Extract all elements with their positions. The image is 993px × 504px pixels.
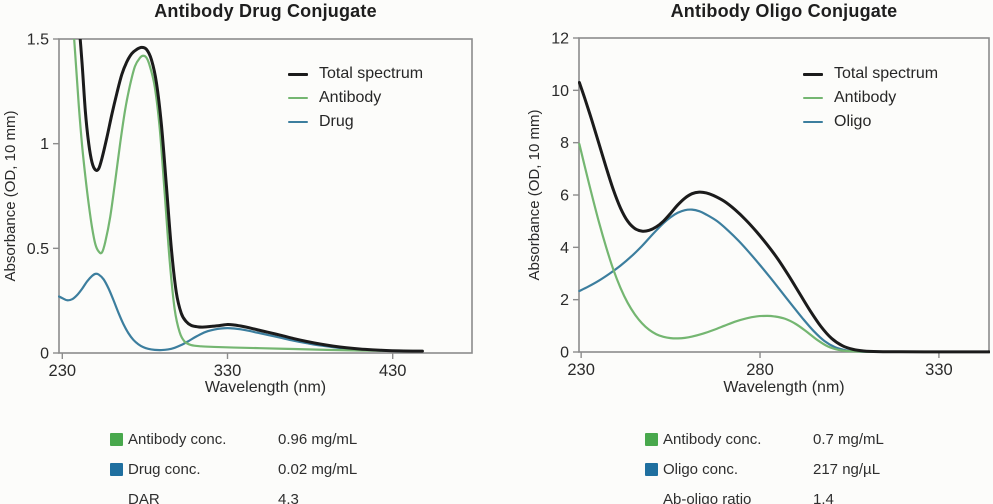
legend-label: Oligo (834, 113, 872, 130)
adc-x-axis-label: Wavelength (nm) (204, 379, 327, 396)
drug-line-icon (288, 121, 308, 123)
svg-text:430: 430 (379, 362, 407, 380)
stat-value: 0.96 mg/mL (278, 430, 358, 448)
legend-label: Antibody (834, 89, 897, 106)
legend-label: Total spectrum (834, 65, 939, 82)
aoc-stats-table: Antibody conc. 0.7 mg/mL Oligo conc. 217… (645, 424, 884, 504)
stat-value: 1.4 (813, 490, 834, 504)
svg-text:1: 1 (40, 136, 49, 153)
legend-item-drug: Drug (288, 110, 423, 134)
stat-value: 4.3 (278, 490, 299, 504)
stat-label: DAR (128, 490, 160, 504)
antibody-line-icon (288, 97, 308, 99)
aoc-panel: Antibody Oligo Conjugate Absorbance (OD,… (497, 0, 993, 504)
total-spectrum-line-icon (288, 72, 308, 76)
svg-text:230: 230 (567, 361, 595, 379)
total-spectrum-line-icon (803, 72, 823, 76)
legend-label: Antibody (319, 89, 382, 106)
stat-label: Oligo conc. (663, 460, 739, 478)
stat-value: 0.02 mg/mL (278, 460, 358, 478)
aoc-chart-title: Antibody Oligo Conjugate (670, 1, 898, 21)
adc-stats-table: Antibody conc. 0.96 mg/mL Drug conc. 0.0… (110, 424, 357, 504)
legend-label: Drug (319, 113, 354, 130)
empty-swatch (645, 493, 658, 504)
stat-label: Drug conc. (128, 460, 201, 478)
legend-item-antibody: Antibody (803, 86, 938, 110)
legend-item-oligo: Oligo (803, 110, 938, 134)
svg-text:0: 0 (40, 346, 49, 363)
legend-item-antibody: Antibody (288, 86, 423, 110)
legend-label: Total spectrum (319, 65, 424, 82)
adc-panel: Antibody Drug Conjugate Absorbance (OD, … (0, 0, 496, 504)
oligo-line-icon (803, 121, 823, 123)
antibody-line-icon (803, 97, 823, 99)
svg-text:0: 0 (560, 345, 569, 362)
aoc-x-axis-label: Wavelength (nm) (723, 379, 845, 396)
adc-legend: Total spectrum Antibody Drug (288, 62, 423, 134)
adc-chart-title: Antibody Drug Conjugate (154, 1, 377, 21)
svg-text:330: 330 (214, 362, 242, 380)
svg-text:1.5: 1.5 (27, 32, 49, 49)
stat-label: Antibody conc. (663, 430, 762, 448)
svg-text:2: 2 (560, 292, 569, 309)
legend-item-total: Total spectrum (288, 62, 423, 86)
stat-label: Ab-oligo ratio (663, 490, 752, 504)
svg-text:230: 230 (49, 362, 77, 380)
stat-label: Antibody conc. (128, 430, 227, 448)
adc-plot: 0 0.5 1 1.5 230 330 430 (27, 32, 473, 380)
svg-text:280: 280 (746, 361, 774, 379)
svg-text:0.5: 0.5 (27, 241, 49, 258)
antibody-swatch-icon (110, 432, 123, 446)
legend-item-total: Total spectrum (803, 62, 938, 86)
stat-value: 217 ng/µL (813, 460, 881, 478)
svg-text:4: 4 (560, 240, 569, 257)
aoc-plot: 0 2 4 6 8 10 12 230 280 330 (551, 31, 990, 379)
svg-text:12: 12 (551, 31, 569, 48)
svg-text:330: 330 (925, 361, 953, 379)
aoc-legend: Total spectrum Antibody Oligo (803, 62, 938, 134)
empty-swatch (110, 493, 123, 504)
svg-text:8: 8 (560, 135, 569, 152)
drug-swatch-icon (110, 462, 123, 476)
antibody-swatch-icon (645, 432, 658, 446)
stat-value: 0.7 mg/mL (813, 430, 884, 448)
svg-text:10: 10 (551, 83, 569, 100)
svg-text:6: 6 (560, 188, 569, 205)
oligo-swatch-icon (645, 462, 658, 476)
